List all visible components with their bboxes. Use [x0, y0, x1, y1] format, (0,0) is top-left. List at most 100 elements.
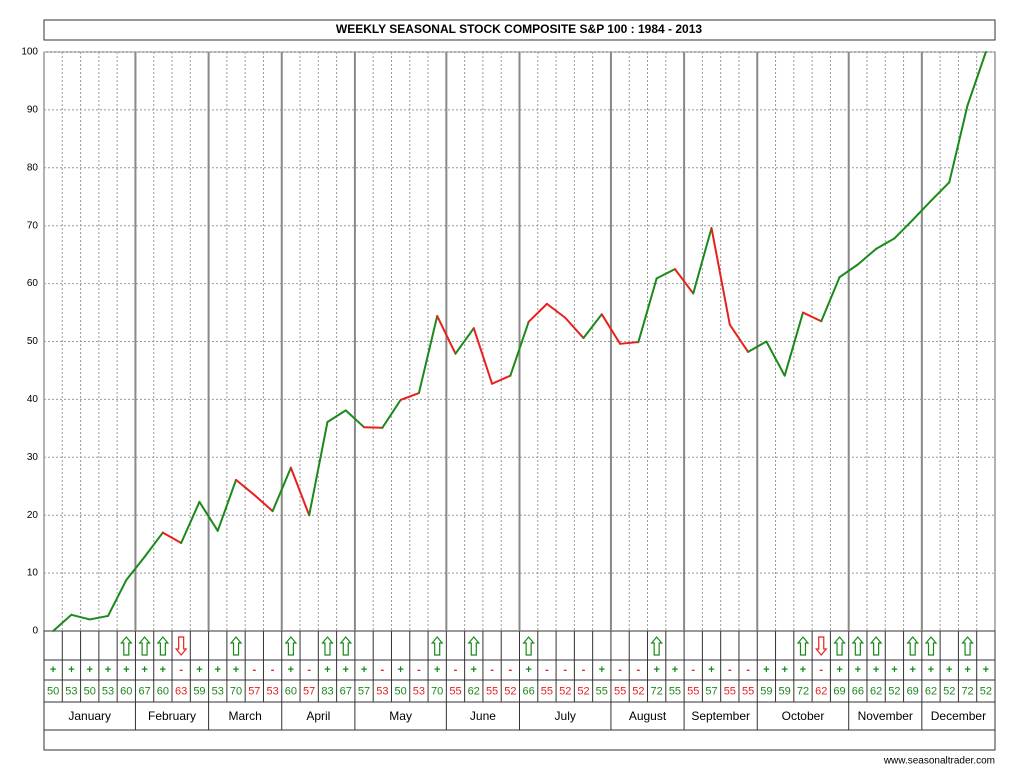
month-label: June — [470, 709, 496, 723]
y-tick-label: 40 — [27, 394, 39, 405]
line-segment — [527, 302, 548, 323]
line-segment — [564, 316, 585, 340]
line-segment — [344, 409, 366, 429]
sign: + — [653, 664, 659, 676]
percent: 67 — [340, 685, 352, 697]
percent: 57 — [248, 685, 260, 697]
percent: 59 — [193, 685, 205, 697]
sign: + — [361, 664, 367, 676]
percent: 52 — [888, 685, 900, 697]
line-segment — [253, 493, 274, 513]
sign: - — [691, 664, 695, 676]
line-segment — [52, 613, 73, 632]
sign: - — [307, 664, 311, 676]
sign: + — [836, 664, 842, 676]
percent: 57 — [358, 685, 370, 697]
sign: + — [141, 664, 147, 676]
line-segment — [582, 313, 603, 340]
y-tick-label: 100 — [21, 47, 38, 58]
sign: - — [582, 664, 586, 676]
line-segment — [875, 237, 896, 250]
line-segment — [308, 420, 329, 517]
line-segment — [381, 398, 402, 429]
sign: + — [909, 664, 915, 676]
title-box — [43, 19, 996, 41]
line-segment — [655, 268, 676, 280]
percent: 62 — [870, 685, 882, 697]
month-label: December — [931, 709, 986, 723]
sign: + — [855, 664, 861, 676]
up-arrow — [284, 636, 298, 656]
percent: 69 — [907, 685, 919, 697]
percent: 66 — [523, 685, 535, 697]
sign: + — [233, 664, 239, 676]
line-segment — [820, 276, 841, 323]
sign: - — [454, 664, 458, 676]
up-arrow — [961, 636, 974, 656]
line-segment — [801, 311, 823, 323]
line-segment — [454, 327, 475, 355]
percent: 70 — [431, 685, 443, 697]
line-segment — [436, 315, 457, 355]
line-segment — [929, 181, 951, 202]
month-label: January — [68, 709, 111, 723]
sign: - — [728, 664, 732, 676]
line-segment — [545, 302, 567, 319]
sign: + — [471, 664, 477, 676]
month-label: July — [555, 709, 576, 723]
y-tick-label: 60 — [27, 278, 39, 289]
line-segment — [673, 268, 695, 295]
percent: 60 — [157, 685, 169, 697]
up-arrow — [924, 636, 938, 656]
line-segment — [271, 466, 292, 513]
line-segment — [399, 392, 420, 401]
up-arrow — [321, 636, 334, 656]
percent: 55 — [486, 685, 498, 697]
percent: 63 — [175, 685, 187, 697]
percent: 60 — [120, 685, 132, 697]
up-arrow — [869, 636, 883, 656]
month-label: October — [782, 709, 825, 723]
percent: 72 — [961, 685, 973, 697]
percent: 60 — [285, 685, 297, 697]
percent: 52 — [632, 685, 644, 697]
y-tick-label: 90 — [27, 105, 39, 116]
up-arrow — [339, 636, 353, 656]
percent: 66 — [852, 685, 864, 697]
month-label: April — [306, 709, 330, 723]
sign: - — [746, 664, 750, 676]
sign: + — [672, 664, 678, 676]
y-tick-label: 30 — [27, 452, 39, 463]
line-segment — [728, 323, 750, 353]
up-arrow — [120, 636, 133, 656]
y-tick-label: 50 — [27, 336, 39, 347]
line-segment — [363, 426, 384, 429]
sign: + — [599, 664, 605, 676]
sign: + — [434, 664, 440, 676]
sign: + — [324, 664, 330, 676]
percent: 55 — [724, 685, 736, 697]
sign: + — [873, 664, 879, 676]
sign: - — [381, 664, 385, 676]
down-arrow — [814, 636, 828, 656]
up-arrow — [467, 636, 481, 656]
percent: 50 — [84, 685, 96, 697]
up-arrow — [650, 636, 663, 656]
month-label: August — [629, 709, 667, 723]
up-arrow — [522, 636, 535, 656]
percent: 67 — [138, 685, 150, 697]
percent: 59 — [779, 685, 791, 697]
up-arrow — [796, 636, 810, 656]
line-segment — [216, 478, 238, 532]
percent: 53 — [413, 685, 425, 697]
line-segment — [143, 531, 164, 558]
percent: 55 — [614, 685, 626, 697]
month-label: May — [389, 709, 412, 723]
sign: + — [708, 664, 714, 676]
line-segment — [161, 531, 183, 544]
line-segment — [966, 51, 987, 107]
percent: 52 — [943, 685, 955, 697]
line-segment — [417, 315, 439, 395]
